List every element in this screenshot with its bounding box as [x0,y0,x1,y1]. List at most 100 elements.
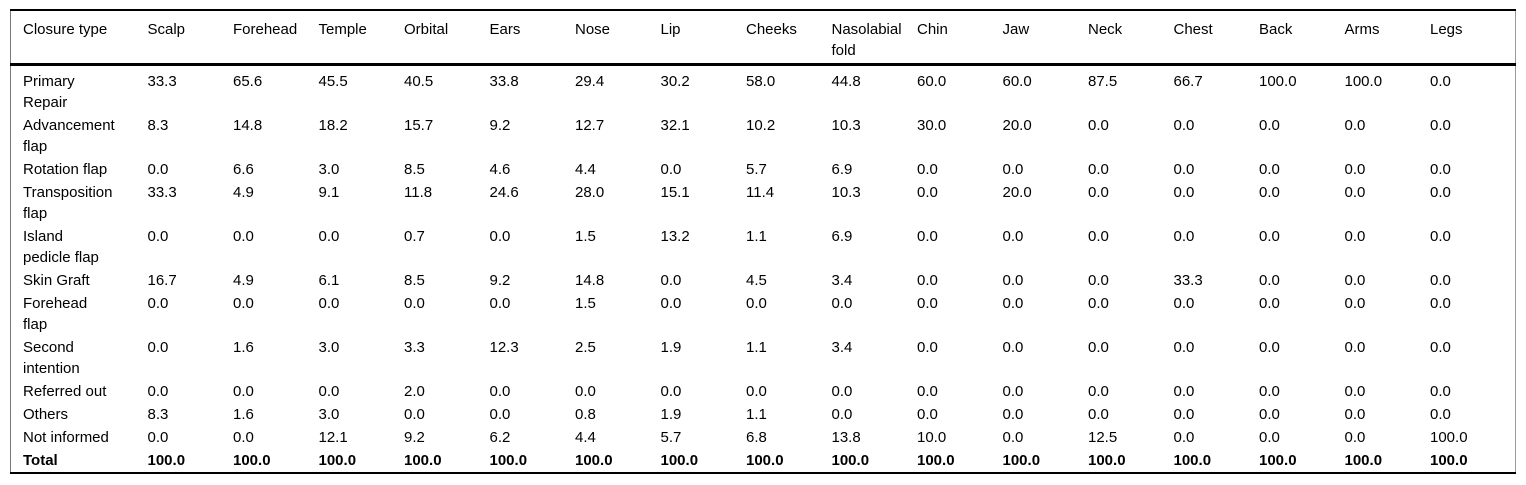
table-cell: 33.8 [489,73,519,90]
table-cell: 100.0 [233,452,271,469]
table-row: Second intention 0.0 1.6 3.0 3.3 12.3 2.5 1.9 1.… [11,336,1516,380]
table-cell: 0.0 [233,429,254,446]
table-cell: 100.0 [1002,452,1041,469]
table-cell: 33.3 [1173,272,1203,289]
table-cell: 0.0 [1430,117,1451,134]
table-cell: 0.0 [318,228,340,245]
table-cell: 0.0 [1344,117,1366,134]
table-cell: 1.9 [660,339,682,356]
table-cell: 0.0 [660,272,682,289]
table-cell: 0.0 [1002,272,1024,289]
table-cell: 66.7 [1173,73,1203,90]
row-label: Advancement flap [23,117,115,155]
table-cell: 0.0 [318,295,340,312]
table-cell: 0.0 [147,339,169,356]
table-cell: 0.0 [1173,161,1195,178]
table-row: Transposition flap 33.3 4.9 9.1 11.8 24.6 28.0… [11,181,1516,225]
table-cell: 0.0 [147,161,169,178]
table-cell: 0.0 [1002,295,1024,312]
table-cell: 0.0 [917,228,938,245]
table-cell: 0.0 [1430,184,1451,201]
table-cell: 0.0 [1430,228,1451,245]
table-cell: 2.5 [575,339,596,356]
row-label: Referred out [23,383,107,400]
table-cell: 45.5 [318,73,348,90]
table-cell: 10.3 [831,184,861,201]
table-cell: 29.4 [575,73,605,90]
table-cell: 6.6 [233,161,254,178]
row-label: Transposition flap [23,184,113,222]
table-cell: 100.0 [318,452,357,469]
table-cell: 1.1 [746,228,767,245]
table-cell: 0.0 [1430,73,1451,90]
table-cell: 0.0 [575,383,596,400]
table-cell: 0.0 [1344,429,1366,446]
table-cell: 13.8 [831,429,861,446]
table-cell: 0.0 [1344,228,1366,245]
table-cell: 8.5 [404,272,425,289]
table-cell: 24.6 [489,184,519,201]
table-cell: 0.0 [1002,161,1024,178]
column-header: Ears [489,10,575,66]
table-row: Total 100.0 100.0 100.0 100.0 100.0 100.0 100.0… [11,449,1516,473]
table-cell: 65.6 [233,73,263,90]
table-cell: 0.0 [917,339,938,356]
table-cell: 30.0 [917,117,947,134]
row-label: Not informed [23,429,109,446]
column-header: Arms [1344,10,1430,66]
table-cell: 3.0 [318,161,340,178]
table-cell: 0.0 [1430,406,1451,423]
table-cell: 0.0 [1088,161,1109,178]
table-cell: 1.1 [746,339,767,356]
table-cell: 0.0 [1173,406,1195,423]
column-header: Nasolabial fold [831,10,917,66]
table-cell: 4.9 [233,184,254,201]
row-label: Primary Repair [23,73,75,111]
row-label: Island pedicle flap [23,228,99,266]
table-cell: 100.0 [917,452,955,469]
table-cell: 0.0 [660,383,682,400]
table-cell: 10.3 [831,117,861,134]
table-row: Others 8.3 1.6 3.0 0.0 0.0 0.8 1.9 1.1 0.0 0.0 0.0 0… [11,403,1516,426]
table-cell: 0.0 [147,429,169,446]
table-cell: 87.5 [1088,73,1118,90]
table-cell: 0.0 [1002,406,1024,423]
table-cell: 0.0 [1430,339,1451,356]
table-cell: 0.0 [489,383,511,400]
table-cell: 3.3 [404,339,425,356]
table-cell: 14.8 [233,117,263,134]
table-cell: 58.0 [746,73,776,90]
table-cell: 11.4 [746,184,775,201]
column-header: Orbital [404,10,490,66]
table-cell: 0.0 [831,295,853,312]
table-row: Rotation flap 0.0 6.6 3.0 8.5 4.6 4.4 0.0 5.7 6.9… [11,158,1516,181]
table-cell: 0.0 [1430,295,1451,312]
table-cell: 8.3 [147,406,169,423]
table-row: Not informed 0.0 0.0 12.1 9.2 6.2 4.4 5.7 6.8 13.… [11,426,1516,449]
table-cell: 1.1 [746,406,767,423]
table-cell: 40.5 [404,73,434,90]
table-cell: 0.0 [147,383,169,400]
table-cell: 12.3 [489,339,519,356]
table-cell: 3.0 [318,406,340,423]
table-cell: 30.2 [660,73,690,90]
table-cell: 0.0 [404,295,425,312]
table-cell: 0.0 [1173,295,1195,312]
table-cell: 0.0 [147,295,169,312]
table-cell: 100.0 [1173,452,1212,469]
table-cell: 15.7 [404,117,434,134]
table-cell: 4.4 [575,429,596,446]
table-cell: 3.4 [831,339,853,356]
table-cell: 16.7 [147,272,177,289]
column-header: Forehead [233,10,319,66]
table-cell: 0.8 [575,406,596,423]
table-cell: 1.5 [575,295,596,312]
table-cell: 3.4 [831,272,853,289]
table-cell: 4.6 [489,161,511,178]
table-cell: 0.0 [1173,429,1195,446]
table-row: Advancement flap 8.3 14.8 18.2 15.7 9.2 12.7 32… [11,114,1516,158]
column-header: Back [1259,10,1345,66]
table-cell: 0.0 [1088,228,1109,245]
table-cell: 0.0 [831,406,853,423]
table-cell: 0.0 [1259,161,1280,178]
